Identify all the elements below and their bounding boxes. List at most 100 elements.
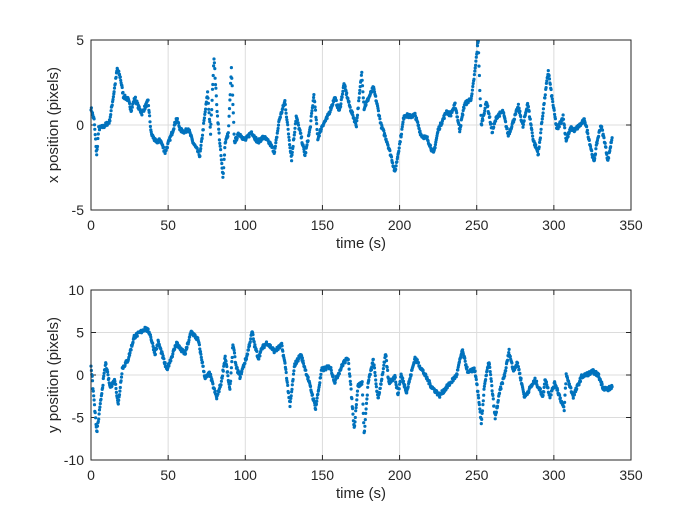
data-point bbox=[477, 64, 481, 68]
x-tick-label: 350 bbox=[619, 467, 643, 483]
data-point bbox=[400, 125, 404, 129]
data-point bbox=[333, 380, 337, 384]
data-point bbox=[106, 373, 110, 377]
data-point bbox=[222, 153, 227, 157]
data-point bbox=[209, 122, 213, 126]
data-point bbox=[562, 405, 566, 409]
data-point bbox=[527, 109, 531, 113]
data-point bbox=[226, 131, 230, 135]
data-point bbox=[398, 382, 402, 386]
data-point bbox=[281, 349, 285, 353]
data-point bbox=[398, 379, 402, 383]
data-point bbox=[317, 383, 321, 387]
data-point bbox=[364, 411, 368, 415]
data-point bbox=[474, 59, 478, 63]
data-point bbox=[232, 351, 237, 355]
data-point bbox=[273, 150, 277, 154]
x-tick-label: 250 bbox=[465, 217, 489, 233]
data-point bbox=[481, 118, 485, 122]
data-point bbox=[516, 365, 521, 369]
data-point bbox=[106, 370, 110, 374]
data-point bbox=[202, 116, 206, 120]
data-point bbox=[566, 135, 570, 139]
data-point bbox=[399, 135, 403, 139]
data-point bbox=[362, 421, 366, 425]
data-point bbox=[356, 106, 360, 110]
data-point bbox=[539, 131, 543, 135]
data-point bbox=[361, 402, 365, 406]
data-point bbox=[155, 347, 159, 351]
data-point bbox=[516, 102, 521, 106]
data-point bbox=[459, 124, 463, 128]
data-point bbox=[199, 147, 203, 151]
data-point bbox=[116, 402, 120, 406]
data-point bbox=[98, 402, 102, 406]
data-point bbox=[366, 385, 370, 389]
data-point bbox=[198, 350, 203, 354]
data-point bbox=[357, 91, 362, 95]
data-point bbox=[324, 368, 328, 372]
data-point bbox=[329, 368, 333, 372]
data-point bbox=[204, 107, 208, 111]
data-point bbox=[496, 398, 500, 403]
data-point bbox=[231, 93, 235, 97]
data-point bbox=[304, 151, 308, 155]
data-point bbox=[361, 90, 365, 94]
data-point bbox=[217, 390, 221, 394]
data-point bbox=[214, 86, 218, 90]
data-point bbox=[316, 392, 320, 396]
data-point bbox=[227, 107, 232, 111]
data-point bbox=[293, 130, 297, 134]
data-point bbox=[228, 98, 232, 102]
data-point bbox=[374, 94, 378, 98]
data-point bbox=[104, 362, 108, 366]
data-point bbox=[470, 88, 474, 92]
data-point bbox=[284, 115, 289, 119]
data-point bbox=[491, 397, 495, 401]
data-point bbox=[198, 149, 202, 153]
data-point bbox=[286, 123, 290, 127]
data-point bbox=[470, 370, 474, 374]
data-point bbox=[230, 360, 234, 364]
data-point bbox=[394, 167, 398, 171]
data-point bbox=[291, 144, 295, 149]
data-point bbox=[582, 117, 586, 121]
data-point bbox=[572, 393, 577, 397]
data-point bbox=[470, 92, 474, 96]
data-point bbox=[258, 354, 262, 358]
data-point bbox=[477, 73, 481, 78]
data-point bbox=[521, 125, 525, 129]
data-point bbox=[240, 370, 244, 374]
y-tick-label: 0 bbox=[76, 367, 84, 383]
data-point bbox=[484, 378, 488, 382]
data-point bbox=[313, 105, 317, 109]
data-point bbox=[163, 151, 167, 155]
data-point bbox=[219, 383, 223, 387]
data-point bbox=[346, 96, 350, 100]
data-point bbox=[377, 391, 382, 395]
data-point bbox=[96, 136, 100, 141]
data-point bbox=[347, 367, 351, 371]
data-point bbox=[315, 396, 319, 400]
data-point bbox=[551, 100, 555, 104]
data-point bbox=[212, 64, 216, 68]
data-point bbox=[92, 398, 96, 402]
data-point bbox=[217, 127, 221, 131]
data-point bbox=[268, 343, 272, 347]
data-point bbox=[541, 114, 545, 118]
data-point bbox=[289, 396, 293, 400]
data-point bbox=[389, 155, 394, 159]
data-point bbox=[433, 143, 437, 147]
data-point bbox=[163, 361, 167, 365]
data-point bbox=[222, 157, 226, 161]
data-point bbox=[354, 125, 358, 129]
data-point bbox=[591, 153, 595, 157]
data-point bbox=[112, 86, 117, 90]
data-point bbox=[360, 70, 364, 74]
data-point bbox=[374, 385, 378, 389]
data-point bbox=[361, 411, 365, 415]
data-point bbox=[345, 91, 349, 95]
data-point bbox=[556, 388, 560, 392]
data-point bbox=[463, 356, 467, 360]
data-point bbox=[438, 127, 442, 131]
